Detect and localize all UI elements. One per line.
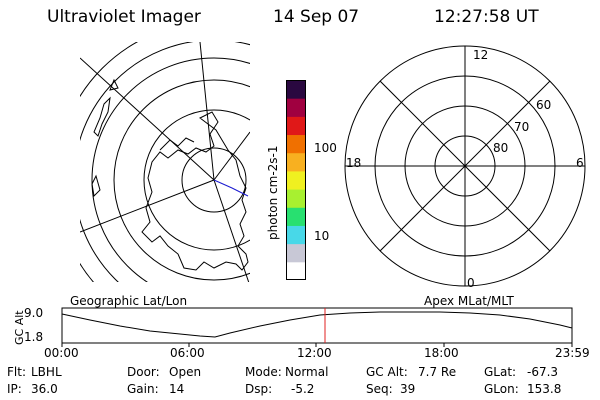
x-tick-12:00: 12:00 — [297, 346, 332, 360]
glat-value: -67.3 — [527, 365, 559, 379]
colorbar-segment — [286, 225, 306, 245]
y-tick-9.0: 9.0 — [24, 306, 44, 320]
longitude-line — [199, 42, 215, 181]
mode-label: Mode: — [245, 365, 282, 379]
apex-polar-plot — [344, 45, 586, 287]
seq-label: Seq: — [366, 382, 393, 396]
flt-label: Flt: — [7, 365, 26, 379]
flt-value: LBHL — [31, 365, 62, 379]
coastline — [91, 174, 101, 198]
ip-label: IP: — [7, 382, 22, 396]
mlt-label-18: 18 — [346, 156, 362, 170]
latitude-circle — [91, 57, 250, 282]
altitude-curve — [61, 311, 573, 338]
colorbar-gradient — [286, 80, 306, 281]
mlt-diagonal — [379, 80, 551, 252]
glon-value: 153.8 — [527, 382, 562, 396]
gain-value: 14 — [169, 382, 185, 396]
door-value: Open — [169, 365, 202, 379]
geographic-caption: Geographic Lat/Lon — [70, 294, 188, 308]
time-label: 12:27:58 UT — [434, 7, 539, 27]
longitude-line — [213, 131, 250, 181]
mode-value: Normal — [285, 365, 329, 379]
colorbar-segment — [286, 243, 306, 263]
glat-label: GLat: — [484, 365, 517, 379]
coastline — [109, 78, 119, 91]
colorbar-segment — [286, 152, 306, 172]
colorbar-segment — [286, 189, 306, 208]
gain-label: Gain: — [127, 382, 159, 396]
dsp-label: Dsp: — [245, 382, 273, 396]
colorbar-segment — [286, 80, 306, 99]
seq-value: 39 — [400, 382, 416, 396]
coastline — [93, 96, 111, 137]
mlt-label-12: 12 — [473, 48, 489, 62]
x-tick-18:00: 18:00 — [424, 346, 459, 360]
dsp-value: -5.2 — [291, 382, 315, 396]
coastline — [141, 111, 249, 271]
mlat-label-60: 60 — [536, 98, 552, 112]
altitude-plot-frame — [61, 307, 573, 344]
latitude-circle — [181, 147, 247, 213]
colorbar-border — [286, 80, 306, 280]
gcalt-value: 7.7 Re — [418, 365, 457, 379]
instrument-title: Ultraviolet Imager — [47, 7, 201, 27]
longitude-line — [80, 57, 215, 181]
colorbar-segment — [286, 134, 306, 154]
gcalt-label: GC Alt: — [366, 365, 408, 379]
colorbar-segment — [286, 207, 306, 226]
mlat-label-80: 80 — [493, 141, 509, 155]
colorbar — [286, 80, 306, 281]
oval-trace — [213, 179, 249, 197]
x-tick-00:00: 00:00 — [44, 346, 79, 360]
x-tick-23:59: 23:59 — [555, 346, 590, 360]
colorbar-tick-100: 100 — [314, 141, 337, 155]
glon-label: GLon: — [484, 382, 519, 396]
date-label: 14 Sep 07 — [273, 7, 360, 27]
colorbar-segment — [286, 261, 306, 281]
colorbar-segment — [286, 116, 306, 136]
colorbar-segment — [286, 170, 306, 190]
door-label: Door: — [127, 365, 160, 379]
colorbar-segment — [286, 98, 306, 117]
x-tick-06:00: 06:00 — [170, 346, 205, 360]
apex-caption: Apex MLat/MLT — [424, 294, 514, 308]
mlt-label-6: 6 — [576, 156, 584, 170]
colorbar-tick-10: 10 — [314, 229, 330, 243]
mlt-label-0: 0 — [467, 276, 475, 290]
latitude-circle — [143, 109, 250, 251]
coastline — [159, 137, 195, 151]
y-tick-1.8: 1.8 — [24, 330, 44, 344]
latitude-circle — [113, 79, 250, 281]
ip-value: 36.0 — [31, 382, 58, 396]
longitude-line — [213, 179, 250, 282]
mlat-label-70: 70 — [514, 120, 530, 134]
